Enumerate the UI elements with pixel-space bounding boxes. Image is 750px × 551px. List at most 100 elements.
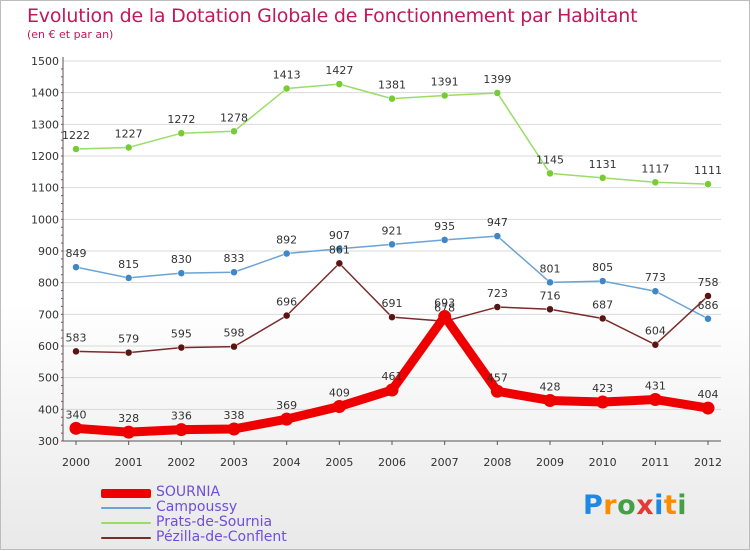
data-label-campoussy: 947 [487,216,508,229]
x-tick-label: 2009 [536,456,564,469]
data-point-sournia [490,384,504,398]
data-label-campoussy: 815 [118,258,139,271]
data-point-sournia [648,393,662,407]
data-point-prats-de-sournia [388,94,396,103]
data-point-sournia [122,425,136,439]
y-tick-label: 900 [38,245,59,258]
data-label-sournia: 336 [171,410,192,423]
x-tick-label: 2002 [167,456,195,469]
data-point-campoussy [546,278,554,287]
data-point-campoussy [335,245,344,253]
data-point-sournia [69,421,83,435]
data-point-prats-de-sournia [493,89,502,97]
x-tick-label: 2004 [273,456,301,469]
data-point-campoussy [230,268,238,276]
data-label-sournia: 338 [224,409,245,422]
data-point-prats-de-sournia [72,145,80,153]
x-tick-label: 2007 [431,456,459,469]
y-tick-label: 800 [38,277,59,290]
legend-swatch [101,489,151,498]
data-point-sournia [701,401,715,415]
data-label-sournia: 340 [66,408,87,421]
data-label-p-zilla-de-conflent: 595 [171,328,192,341]
data-label-sournia: 409 [329,386,350,399]
data-point-prats-de-sournia [440,91,449,100]
data-point-p-zilla-de-conflent [704,292,712,300]
data-point-p-zilla-de-conflent [72,347,80,356]
data-point-sournia [596,395,610,409]
data-label-sournia: 457 [487,371,508,384]
data-point-campoussy [72,263,80,271]
data-point-sournia [227,422,241,436]
data-label-prats-de-sournia: 1222 [62,129,90,142]
data-label-p-zilla-de-conflent: 758 [698,276,719,289]
data-label-campoussy: 805 [592,261,613,274]
data-point-p-zilla-de-conflent [282,311,291,320]
data-label-prats-de-sournia: 1427 [325,64,353,77]
data-label-prats-de-sournia: 1227 [115,127,143,140]
data-label-prats-de-sournia: 1413 [273,69,301,82]
data-point-campoussy [388,240,396,249]
data-point-campoussy [704,315,712,323]
logo-letter: P [583,490,604,521]
data-point-p-zilla-de-conflent [598,314,607,323]
y-tick-label: 500 [38,372,59,385]
x-tick-label: 2010 [589,456,617,469]
data-point-sournia [332,399,346,413]
data-point-p-zilla-de-conflent [335,259,344,268]
data-point-p-zilla-de-conflent [124,348,133,357]
data-point-p-zilla-de-conflent [177,343,186,352]
data-label-campoussy: 773 [645,271,666,284]
y-tick-label: 300 [38,435,59,448]
data-label-campoussy: 892 [276,234,297,247]
data-label-prats-de-sournia: 1381 [378,79,406,92]
data-label-sournia: 404 [698,388,719,401]
y-tick-label: 1300 [31,118,59,131]
y-tick-label: 1200 [31,150,59,163]
data-label-prats-de-sournia: 1278 [220,111,248,124]
data-label-prats-de-sournia: 1391 [431,76,459,89]
data-label-p-zilla-de-conflent: 678 [434,301,455,314]
logo-letter: i [654,490,664,521]
data-label-campoussy: 921 [382,224,403,237]
data-label-prats-de-sournia: 1117 [641,162,669,175]
data-label-sournia: 461 [382,370,403,383]
chart-title: Evolution de la Dotation Globale de Fonc… [27,5,638,27]
data-point-prats-de-sournia [124,143,133,152]
data-label-prats-de-sournia: 1145 [536,153,564,166]
legend-swatch [101,537,151,539]
data-point-campoussy [651,287,660,295]
data-label-prats-de-sournia: 1131 [589,158,617,171]
y-tick-label: 1500 [31,55,59,68]
logo-letter: t [663,490,678,521]
y-tick-label: 400 [38,403,59,416]
x-tick-label: 2008 [483,456,511,469]
x-tick-label: 2006 [378,456,406,469]
data-label-p-zilla-de-conflent: 579 [118,333,139,346]
data-label-p-zilla-de-conflent: 716 [540,289,561,302]
data-point-p-zilla-de-conflent [493,303,502,311]
data-point-prats-de-sournia [230,127,238,136]
data-label-p-zilla-de-conflent: 723 [487,287,508,300]
data-label-p-zilla-de-conflent: 604 [645,325,666,338]
data-point-prats-de-sournia [598,174,607,182]
data-label-sournia: 428 [540,380,561,393]
data-label-p-zilla-de-conflent: 691 [382,297,403,310]
data-point-prats-de-sournia [177,129,186,137]
logo-letter: i [677,490,688,521]
y-tick-label: 600 [38,340,59,353]
data-point-campoussy [598,277,607,285]
data-point-campoussy [282,249,291,258]
x-tick-label: 2000 [62,456,90,469]
proxiti-logo: Proxiti [583,490,687,521]
data-point-campoussy [124,274,133,282]
data-label-campoussy: 907 [329,229,350,242]
legend-swatch [101,507,151,509]
x-tick-label: 2003 [220,456,248,469]
logo-letter: r [603,490,618,521]
data-point-sournia [280,412,294,426]
data-point-prats-de-sournia [335,80,344,88]
chart-subtitle: (en € et par an) [27,28,114,41]
data-point-sournia [543,393,557,407]
